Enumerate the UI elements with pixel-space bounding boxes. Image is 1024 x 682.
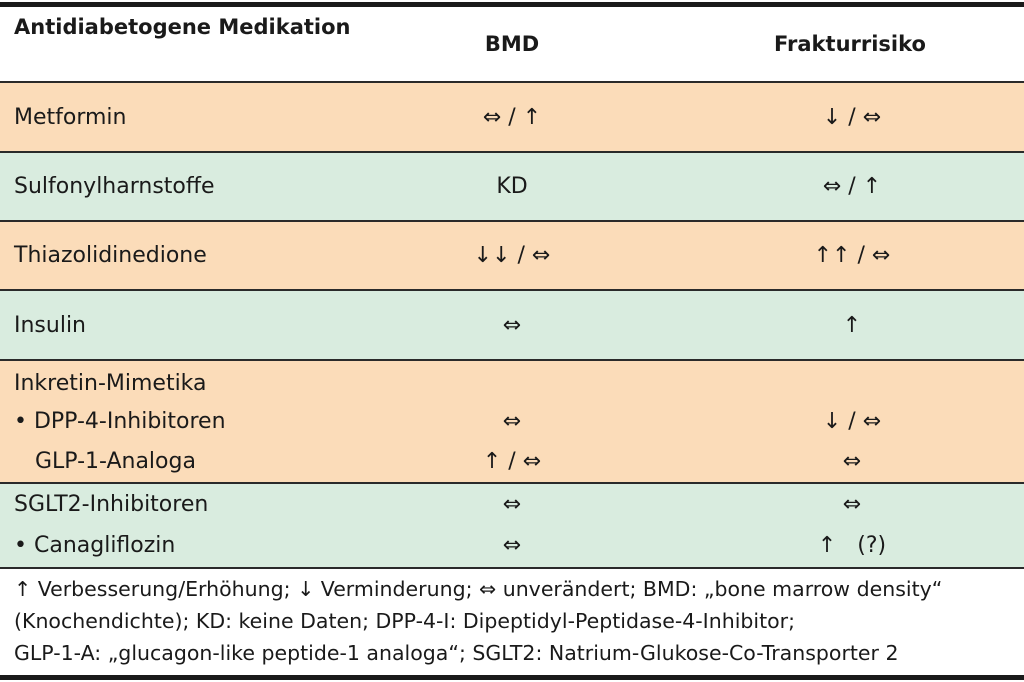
medication-name: SGLT2-Inhibitoren [14,492,209,517]
bmd-value: ⇔ [502,313,522,338]
top-rule [0,2,1024,7]
row-line: Metformin ⇔ / ↑ ↓ / ⇔ [0,98,1024,138]
medication-name: Metformin [14,105,127,130]
table-row-thiazolidinedione: Thiazolidinedione ↓↓ / ⇔ ↑↑ / ⇔ [0,220,1024,289]
row-line: GLP-1-Analoga ↑ / ⇔ ⇔ [0,442,1024,482]
row-line: Sulfonylharnstoffe KD ⇔ / ↑ [0,167,1024,207]
bottom-rule [0,675,1024,680]
fracture-value: ⇔ [842,492,862,517]
fracture-value: ↑ (?) [817,533,887,558]
fracture-value: ↓ / ⇔ [822,409,882,434]
row-line: Insulin ⇔ ↑ [0,306,1024,346]
bmd-value: ↑ / ⇔ [482,449,542,474]
medication-name: Inkretin-Mimetika [14,371,207,396]
header-bmd: BMD [484,32,540,56]
bmd-value: ⇔ / ↑ [482,105,542,130]
medication-name: Insulin [14,313,87,338]
row-line: Inkretin-Mimetika [0,364,1024,404]
table-row-sulfonylharnstoffe: Sulfonylharnstoffe KD ⇔ / ↑ [0,151,1024,220]
table-row-sglt2-inhibitoren: SGLT2-Inhibitoren ⇔ ⇔ • Canagliflozin ⇔ … [0,482,1024,567]
medication-name: GLP-1-Analoga [14,449,196,474]
row-line: SGLT2-Inhibitoren ⇔ ⇔ [0,485,1024,525]
bmd-value: ⇔ [502,409,522,434]
row-line: • DPP-4-Inhibitoren ⇔ ↓ / ⇔ [0,402,1024,442]
fracture-value: ⇔ / ↑ [822,174,882,199]
medication-name: Thiazolidinedione [14,243,207,268]
footnote-line-1: ↑ Verbesserung/Erhöhung; ↓ Verminderung;… [14,577,943,601]
table-row-metformin: Metformin ⇔ / ↑ ↓ / ⇔ [0,81,1024,151]
table-header: Antidiabetogene Medikation BMD Frakturri… [0,7,1024,81]
header-medication: Antidiabetogene Medikation [14,15,351,39]
bmd-value: ⇔ [502,533,522,558]
bmd-value: ↓↓ / ⇔ [473,243,551,268]
table-footnote: ↑ Verbesserung/Erhöhung; ↓ Verminderung;… [0,567,1024,675]
medication-name: Sulfonylharnstoffe [14,174,215,199]
table-row-inkretin-mimetika: Inkretin-Mimetika • DPP-4-Inhibitoren ⇔ … [0,359,1024,482]
row-line: Thiazolidinedione ↓↓ / ⇔ ↑↑ / ⇔ [0,236,1024,276]
footnote-line-3: GLP-1-A: „glucagon-like peptide-1 analog… [14,641,899,665]
bmd-value: ⇔ [502,492,522,517]
row-line: • Canagliflozin ⇔ ↑ (?) [0,526,1024,566]
fracture-value: ⇔ [842,449,862,474]
fracture-value: ↑ [842,313,862,338]
footnote-line-2: (Knochendichte); KD: keine Daten; DPP-4-… [14,609,796,633]
header-fracture-risk: Frakturrisiko [774,32,926,56]
fracture-value: ↓ / ⇔ [822,105,882,130]
bmd-value: KD [496,174,528,199]
medication-name: • Canagliflozin [14,533,176,558]
fracture-value: ↑↑ / ⇔ [813,243,891,268]
medication-name: • DPP-4-Inhibitoren [14,409,226,434]
table-row-insulin: Insulin ⇔ ↑ [0,289,1024,359]
